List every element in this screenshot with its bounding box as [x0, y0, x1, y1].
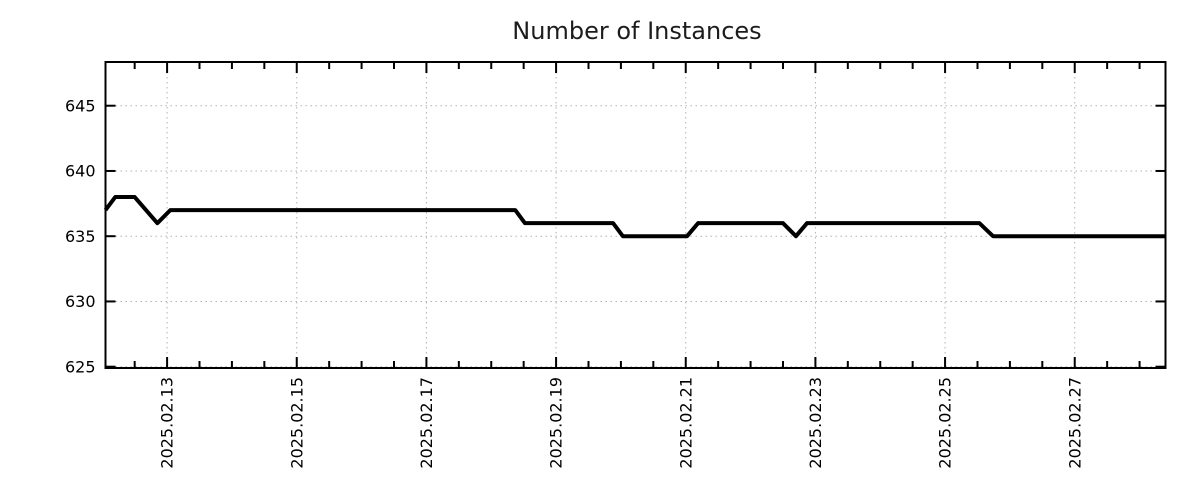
- x-tick-label: 2025.02.23: [806, 377, 825, 469]
- y-tick-label: 635: [65, 227, 96, 246]
- plot-border: [104, 61, 1167, 369]
- data-line-instances: [103, 195, 1166, 239]
- x-tick-label: 2025.02.13: [158, 377, 177, 469]
- x-tick-label: 2025.02.25: [936, 377, 955, 469]
- data-series: [103, 195, 1166, 239]
- x-tick-label: 2025.02.19: [547, 377, 566, 469]
- y-tick-label: 640: [65, 162, 96, 181]
- x-tick-label: 2025.02.21: [676, 377, 695, 469]
- y-tick-label: 630: [65, 292, 96, 311]
- axis-ticks: [105, 62, 1166, 368]
- chart-title: Number of Instances: [512, 17, 761, 45]
- x-tick-label: 2025.02.15: [287, 377, 306, 469]
- y-tick-label: 625: [65, 357, 96, 376]
- tick-labels: 625 630 635 640 645 2025.02.13 2025.02.15 2025.…: [65, 96, 1084, 468]
- x-tick-label: 2025.02.17: [417, 377, 436, 469]
- x-tick-label: 2025.02.27: [1065, 377, 1084, 469]
- y-tick-label: 645: [65, 96, 96, 115]
- gridlines: [105, 62, 1166, 368]
